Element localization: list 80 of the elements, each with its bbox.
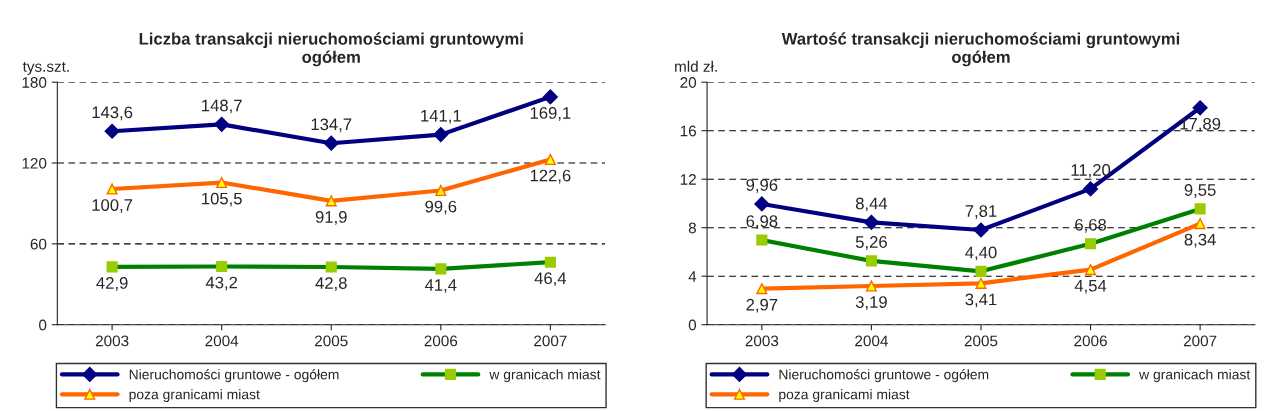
data-label: 11,20 [1071,164,1111,178]
point [216,177,228,189]
data-label: 141,1 [421,109,461,124]
point [435,184,447,197]
data-label: 8,44 [855,197,888,212]
legend-label: poza granicami miast [129,389,260,403]
data-label: 5,26 [855,236,887,250]
data-label: 169,1 [530,107,571,121]
point [756,283,768,295]
point [106,183,118,195]
chart-title: Liczba transakcji nieruchomościami gruntowymi ogółem [139,32,523,67]
data-label: 41,4 [424,279,457,293]
y-tick-label: 20 [680,77,697,88]
y-tick-label: 16 [680,125,696,137]
point [542,89,558,105]
legend-label: w granicach miast [1139,369,1251,383]
data-label: 6,68 [1075,218,1107,233]
data-label: 148,7 [202,99,242,114]
legend-label: Nieruchomości gruntowe - ogółem [129,369,339,383]
data-label: 4,40 [965,246,997,261]
point [865,280,877,292]
point [1194,218,1206,230]
y-tick-label: 12 [680,174,696,185]
y-tick-label: 8 [688,222,696,234]
x-tick-label: 2004 [855,335,888,347]
data-label: 3,19 [855,296,887,310]
data-label: 7,81 [965,205,997,219]
chart-title: Wartość transakcji nieruchomościami gruntowymi ogółem [781,32,1180,67]
data-label: 46,4 [534,272,567,287]
point [975,277,987,289]
y-tick-label: 0 [688,319,697,331]
data-label: 91,9 [315,211,347,225]
y-tick-label: 4 [688,271,697,282]
data-label: 9,96 [746,179,778,193]
data-label: 99,6 [425,200,457,215]
x-tick-label: 2006 [424,335,458,347]
point [433,127,449,143]
point [323,135,339,151]
data-label: 43,2 [205,276,238,291]
data-label: 8,34 [1184,233,1216,248]
point [1082,181,1099,197]
point [973,222,989,238]
data-label: 42,8 [315,277,347,291]
data-label: 105,5 [202,192,242,207]
x-tick-label: 2005 [964,335,998,347]
y-axis-title: tys.szt. [22,61,69,75]
point [1084,264,1097,276]
data-label: 122,6 [530,169,571,184]
data-label: 134,7 [311,118,352,133]
legend-label: poza granicami miast [779,389,910,403]
y-tick-label: 120 [22,157,47,169]
legend-label: w granicach miast [489,369,601,383]
y-tick-label: 0 [39,319,47,331]
y-axis-title: mld zł. [675,60,717,72]
data-label: 143,6 [92,106,133,121]
point [214,116,230,132]
point [1192,100,1208,116]
data-label: 100,7 [92,199,133,213]
data-label: 4,54 [1074,279,1107,294]
point [754,196,770,212]
data-label: 2,97 [746,298,778,313]
data-label: 9,55 [1184,184,1216,198]
x-tick-label: 2007 [1183,335,1217,347]
y-tick-label: 60 [30,238,47,250]
y-tick-label: 180 [22,77,47,88]
point [863,214,879,230]
x-tick-label: 2003 [95,335,129,347]
point [544,153,556,166]
point [104,123,120,139]
x-tick-label: 2003 [745,335,779,347]
data-label: 6,98 [746,215,778,230]
data-label: 17,89 [1180,117,1221,132]
x-tick-label: 2004 [205,335,239,347]
point [325,195,337,207]
x-tick-label: 2007 [534,335,567,347]
legend-label: Nieruchomości gruntowe - ogółem [779,369,989,383]
x-tick-label: 2006 [1074,335,1107,347]
x-tick-label: 2005 [315,335,348,347]
data-label: 3,41 [965,293,997,308]
data-label: 42,9 [96,277,128,291]
